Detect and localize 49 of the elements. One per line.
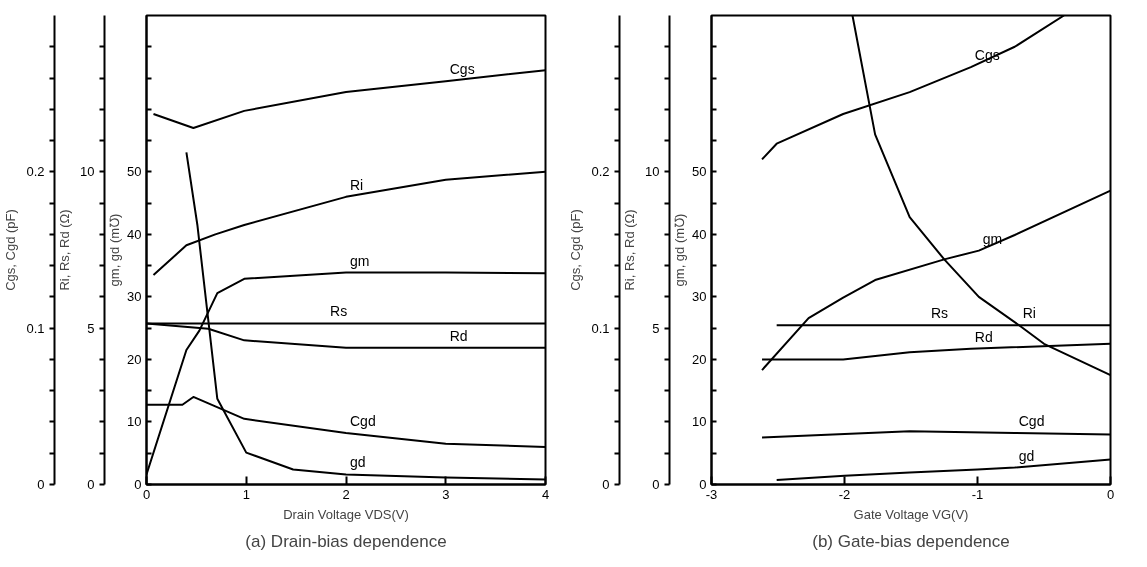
series-label: Cgd (350, 412, 376, 429)
series-label: Rd (449, 327, 468, 344)
y-tick-label: 20 (127, 351, 142, 367)
y3-tick-label: 0.1 (591, 320, 610, 336)
y3-axis-title: Cgs, Cgd (pF) (3, 209, 19, 291)
y3-axis-title: Cgs, Cgd (pF) (568, 209, 584, 291)
x-tick-label: -3 (705, 486, 718, 502)
y2-tick-label: 10 (645, 164, 660, 180)
y2-tick-label: 10 (80, 164, 95, 180)
series-label: Cgd (1018, 412, 1045, 429)
y2-tick-label: 5 (652, 320, 660, 336)
y2-tick-label: 5 (87, 320, 95, 336)
y3-tick-label: 0.2 (26, 164, 45, 180)
x-tick-label: 0 (1106, 486, 1115, 502)
y3-tick-label: 0.2 (591, 164, 610, 180)
y3-tick-label: 0.1 (26, 320, 45, 336)
series-label: Rd (974, 328, 993, 345)
y-tick-label: 10 (692, 414, 707, 430)
y-tick-label: 20 (692, 351, 707, 367)
x-tick-label: 3 (442, 486, 450, 502)
y-tick-label: 50 (127, 164, 142, 180)
y-tick-label: 30 (692, 289, 707, 305)
series-label: gm (982, 230, 1003, 247)
series-label: Rs (330, 303, 348, 320)
y-tick-label: 40 (692, 226, 707, 242)
y2-axis-title: Ri, Rs, Rd (Ω) (57, 209, 73, 291)
y-axis-title: gm, gd (m℧) (107, 213, 123, 287)
series-label: Cgs (449, 61, 475, 78)
series-label: gm (350, 252, 370, 269)
y-axis-title: gm, gd (m℧) (672, 213, 688, 287)
x-tick-label: -1 (971, 486, 984, 502)
x-axis-title: Gate Voltage VG(V) (853, 506, 969, 522)
series-label: gd (1018, 447, 1035, 464)
y-tick-label: 30 (127, 289, 142, 305)
y-tick-label: 40 (127, 226, 142, 242)
x-tick-label: 1 (242, 486, 250, 502)
y2-axis-title: Ri, Rs, Rd (Ω) (622, 209, 638, 291)
y-tick-label: 50 (692, 164, 707, 180)
x-tick-label: -2 (838, 486, 851, 502)
x-tick-label: 4 (541, 486, 550, 502)
y-tick-label: 10 (127, 414, 142, 430)
x-axis-title: Drain Voltage VDS(V) (283, 506, 409, 522)
text: (b) Gate-bias dependence (812, 531, 1010, 551)
series-label: Ri (1022, 305, 1036, 322)
text: (a) Drain-bias dependence (245, 531, 447, 551)
series-label: gd (350, 454, 366, 471)
series-label: Rs (930, 305, 949, 322)
series-label: Ri (350, 176, 364, 193)
x-tick-label: 2 (342, 486, 350, 502)
